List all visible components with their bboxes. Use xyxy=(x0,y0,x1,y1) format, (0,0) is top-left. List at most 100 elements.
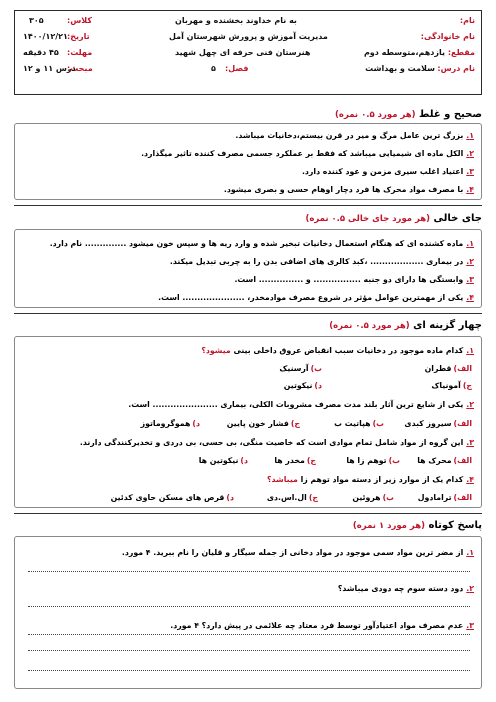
opt-text: قطران xyxy=(424,364,452,373)
tf-q1-text: بزرگ ترین عامل مرگ و میر در قرن بیستم،دخ… xyxy=(235,131,464,140)
opt-label: الف) xyxy=(453,493,472,502)
tf-q2-text: الکل ماده ای شیمیایی میباشد که فقط بر عم… xyxy=(141,149,464,158)
opt-text: نیکوتین ها xyxy=(198,456,239,465)
opt-label: ب) xyxy=(310,364,322,373)
grade-value: یازدهم،متوسطه دوم xyxy=(363,48,445,57)
mc-q4: ۴.کدام یک از موارد زیر از دسته مواد توهم… xyxy=(18,474,474,486)
chapter-label: فصل: xyxy=(225,64,249,73)
grade-label: مقطع: xyxy=(447,48,475,57)
answer-line[interactable] xyxy=(28,670,470,671)
short-q3-num: ۳. xyxy=(466,621,474,630)
tf-title-text: صحیح و غلط xyxy=(419,109,482,120)
fill-q1-num: ۱. xyxy=(466,239,474,248)
time-value: ۴۵ دقیقه xyxy=(23,48,59,57)
mc-q1-opt-d[interactable]: د)نیکوتین xyxy=(284,380,322,392)
short-note: (هر مورد ۱ نمره) xyxy=(352,521,425,531)
mc-q4-opt-a[interactable]: الف)ترامادول xyxy=(418,492,472,504)
tf-q4: ۴.با مصرف مواد محرک ها فرد دچار اوهام حس… xyxy=(18,184,474,196)
class-label: کلاس: xyxy=(67,16,92,25)
opt-text: هموگروماتوز xyxy=(140,419,191,428)
mc-q3-text: این گروه از مواد شامل تمام موادی است که … xyxy=(79,438,464,447)
class-value: ۳۰۵ xyxy=(29,16,44,25)
tf-q3-text: اعتیاد اغلب سیری مزمن و عود کننده دارد. xyxy=(301,167,464,176)
fill-title-text: جای خالی xyxy=(433,213,482,224)
course-label: نام درس: xyxy=(437,64,475,73)
tf-q2-num: ۲. xyxy=(466,149,474,158)
mc-section-title: چهار گزینه ای (هر مورد ۰.۵ نمره) xyxy=(329,320,482,331)
opt-text: قرص های مسکن حاوی کدئین xyxy=(110,493,225,502)
mc-q4-num: ۴. xyxy=(466,475,474,484)
fill-q4-num: ۴. xyxy=(466,293,474,302)
mc-q1-opt-b[interactable]: ب)آرسنیک xyxy=(279,363,322,375)
tf-q4-num: ۴. xyxy=(466,185,474,194)
short-q1: ۱.از مضر ترین مواد سمی موجود در مواد دخا… xyxy=(18,547,474,559)
tf-q1-num: ۱. xyxy=(466,131,474,140)
topic-label: مبحث: xyxy=(67,64,93,73)
opt-text: ال.اس.دی xyxy=(266,493,307,502)
chapter-value: ۵ xyxy=(211,64,216,73)
bismillah: به نام خداوند بخشنده و مهربان xyxy=(175,16,297,25)
mc-q1-opt-a[interactable]: الف)قطران xyxy=(425,363,472,375)
answer-line[interactable] xyxy=(28,571,470,572)
tf-q4-text: با مصرف مواد محرک ها فرد دچار اوهام حسی … xyxy=(223,185,464,194)
short-box xyxy=(14,536,482,689)
mc-q4-opt-c[interactable]: ج)ال.اس.دی xyxy=(267,492,318,504)
fill-q2-num: ۲. xyxy=(466,257,474,266)
fill-q1: ۱.ماده کشنده ای که هنگام استعمال دخانیات… xyxy=(18,238,474,250)
opt-text: مخدر ها xyxy=(274,456,305,465)
mc-q3-opt-b[interactable]: ب)توهم زا ها xyxy=(346,455,400,467)
mc-title-text: چهار گزینه ای xyxy=(413,320,482,331)
opt-label: الف) xyxy=(453,419,472,428)
mc-q3-opt-d[interactable]: د)نیکوتین ها xyxy=(199,455,248,467)
opt-label: د) xyxy=(226,493,234,502)
tf-q3-num: ۳. xyxy=(466,167,474,176)
fill-q3: ۳.وابستگی ها دارای دو جنبه .............… xyxy=(18,274,474,286)
exam-header: نام: به نام خداوند بخشنده و مهربان کلاس:… xyxy=(14,10,482,95)
opt-text: نیکوتین xyxy=(283,381,313,390)
fill-q3-num: ۳. xyxy=(466,275,474,284)
date-value: ۱۴۰۰/۱۲/۲۱ xyxy=(23,32,68,41)
fill-note: (هر مورد جای خالی ۰.۵ نمره) xyxy=(305,214,431,224)
mc-q1-text: کدام ماده موجود در دخانیات سبب انقباض عر… xyxy=(233,346,464,355)
mc-q4-opt-d[interactable]: د)قرص های مسکن حاوی کدئین xyxy=(111,492,234,504)
fill-q2: ۲.در بیماری .................. ،کبد کالر… xyxy=(18,256,474,268)
short-q1-num: ۱. xyxy=(466,548,474,557)
mc-q3-opt-a[interactable]: الف)محرک ها xyxy=(417,455,472,467)
opt-label: ج) xyxy=(308,493,318,502)
opt-label: ج) xyxy=(462,381,472,390)
opt-text: توهم زا ها xyxy=(346,456,387,465)
short-q3: ۳.عدم مصرف مواد اعتیادآور توسط فرد معتاد… xyxy=(18,620,474,632)
tf-box xyxy=(14,123,482,200)
mc-q2-opt-a[interactable]: الف)سیروز کبدی xyxy=(404,418,472,430)
opt-text: هپاتیت ب xyxy=(334,419,371,428)
answer-line[interactable] xyxy=(28,606,470,607)
mc-q2-opt-c[interactable]: ج)فشار خون پایین xyxy=(227,418,300,430)
mc-q3-num: ۳. xyxy=(466,438,474,447)
answer-line[interactable] xyxy=(28,650,470,651)
opt-label: د) xyxy=(240,456,248,465)
fill-q4: ۴.یکی از مهمترین عوامل مؤثر در شروع مصرف… xyxy=(18,292,474,304)
mc-q2-opt-b[interactable]: ب)هپاتیت ب xyxy=(334,418,384,430)
section-divider xyxy=(14,513,482,514)
opt-text: آمونیاک xyxy=(431,381,461,390)
short-q2: ۲.دود دسته سوم چه دودی میباشد؟ xyxy=(18,583,474,595)
tf-q1: ۱.بزرگ ترین عامل مرگ و میر در قرن بیستم،… xyxy=(18,130,474,142)
opt-text: سیروز کبدی xyxy=(404,419,452,428)
answer-line[interactable] xyxy=(28,634,470,635)
mc-q1-num: ۱. xyxy=(466,346,474,355)
mc-note: (هر مورد ۰.۵ نمره) xyxy=(329,321,410,331)
opt-text: ترامادول xyxy=(417,493,452,502)
short-q1-text: از مضر ترین مواد سمی موجود در مواد دخانی… xyxy=(121,548,464,557)
mc-q1-opt-c[interactable]: ج)آمونیاک xyxy=(431,380,472,392)
mc-q4-opt-b[interactable]: ب)هروئین xyxy=(352,492,394,504)
section-divider xyxy=(14,313,482,314)
fill-box xyxy=(14,229,482,308)
mc-q2-opt-d[interactable]: د)هموگروماتوز xyxy=(141,418,200,430)
mc-q3-opt-c[interactable]: ج)مخدر ها xyxy=(274,455,316,467)
opt-label: ب) xyxy=(388,456,400,465)
tf-section-title: صحیح و غلط (هر مورد ۰.۵ نمره) xyxy=(335,109,482,120)
opt-label: الف) xyxy=(453,364,472,373)
mc-q2-text: یکی از شایع ترین آثار بلند مدت مصرف مشرو… xyxy=(128,400,464,409)
mc-q2: ۲.یکی از شایع ترین آثار بلند مدت مصرف مش… xyxy=(18,399,474,411)
opt-text: هروئین xyxy=(352,493,381,502)
